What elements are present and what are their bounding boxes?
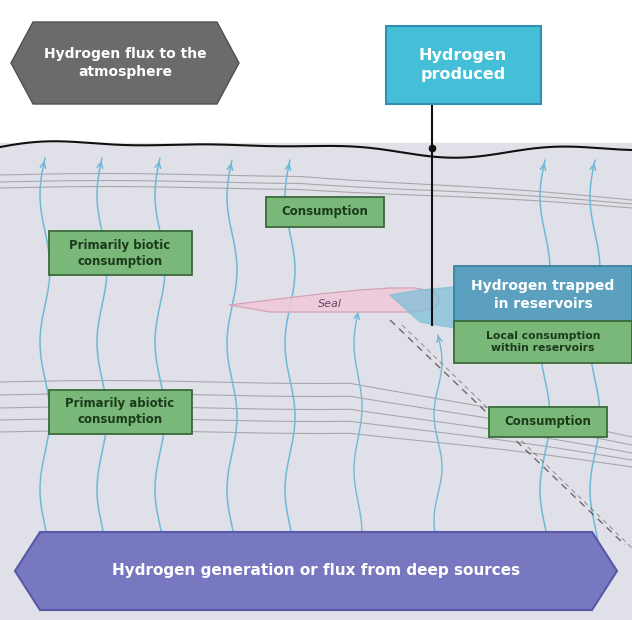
Polygon shape [230, 288, 440, 312]
Bar [0, 0, 632, 153]
Polygon shape [15, 532, 617, 610]
Bar [489, 407, 607, 437]
Text: Seal: Seal [318, 299, 342, 309]
Text: Hydrogen trapped
in reservoirs: Hydrogen trapped in reservoirs [471, 280, 615, 311]
Bar [454, 321, 632, 363]
Bar [49, 390, 191, 434]
Bar [49, 231, 191, 275]
Bar [266, 197, 384, 227]
Polygon shape [11, 22, 239, 104]
Text: Hydrogen flux to the
atmosphere: Hydrogen flux to the atmosphere [44, 46, 206, 79]
Text: Local consumption
within reservoirs: Local consumption within reservoirs [486, 331, 600, 353]
Text: Primarily biotic
consumption: Primarily biotic consumption [70, 239, 171, 267]
Bar [0, 143, 632, 620]
Text: Consumption: Consumption [282, 205, 368, 218]
Bar [454, 266, 632, 324]
Bar [386, 26, 540, 104]
Text: Primarily abiotic
consumption: Primarily abiotic consumption [65, 397, 174, 427]
Text: Hydrogen
produced: Hydrogen produced [419, 48, 507, 82]
Text: Hydrogen generation or flux from deep sources: Hydrogen generation or flux from deep so… [112, 564, 520, 578]
Polygon shape [390, 287, 560, 335]
Text: Consumption: Consumption [504, 415, 592, 428]
